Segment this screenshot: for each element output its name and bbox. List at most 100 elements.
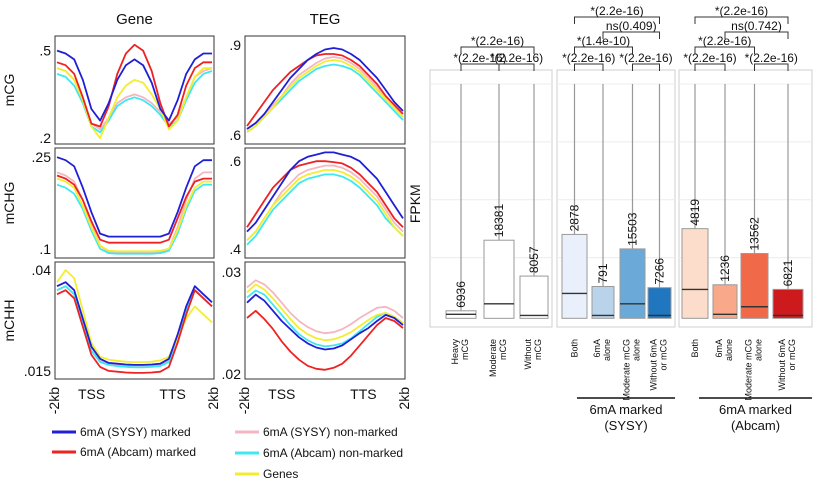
legend-label-genes: Genes <box>263 467 298 481</box>
box-count-label: 6821 <box>781 259 795 286</box>
box-category-label: WithoutmCG <box>523 339 543 370</box>
series-line-genes <box>246 59 404 133</box>
box-count-label: 15503 <box>626 212 640 246</box>
x-tick-label-tts: TTS <box>159 386 185 402</box>
series-line-abcam_non <box>56 70 213 134</box>
significance-label: *(2.2e-16) <box>590 4 643 18</box>
series-line-genes <box>56 67 212 140</box>
box-body <box>619 248 646 319</box>
box-body <box>561 233 588 319</box>
box-body <box>712 284 738 319</box>
box-category-label: Moderate mCGalone <box>622 339 642 401</box>
series-line-abcam_marked <box>246 309 404 371</box>
group-title-line: (Abcam) <box>731 418 780 433</box>
significance-bracket <box>694 63 726 71</box>
label-line: Moderate mCG <box>622 339 632 401</box>
significance-label: *(2.2e-16) <box>471 34 524 48</box>
x-tick-label-tss: TSS <box>78 386 105 402</box>
box-group-g1: 6936HeavymCG18381ModeratemCG8057Withoutm… <box>429 34 553 377</box>
significance-label: ns(0.742) <box>731 19 782 33</box>
label-line: 6mA <box>592 339 602 358</box>
series-line-sysy_marked <box>246 293 404 351</box>
series-line-abcam_marked <box>56 43 212 128</box>
label-line: Without 6mA <box>649 339 659 391</box>
box-count-label: 6936 <box>454 281 468 308</box>
label-line: Moderate mCG <box>744 339 754 401</box>
significance-bracket <box>498 63 535 71</box>
label-line: alone <box>724 339 734 361</box>
x-tick-label-start: -2kb <box>236 387 252 414</box>
y-tick-label: .5 <box>39 43 51 59</box>
series-line-abcam_non <box>246 173 404 246</box>
significance-bracket <box>574 16 660 24</box>
y-tick-label: .015 <box>24 363 51 379</box>
y-tick-label: .4 <box>229 241 241 257</box>
box-body <box>681 228 709 319</box>
box-body <box>740 253 769 319</box>
y-tick-label: .1 <box>39 241 51 257</box>
group-title-line: (SYSY) <box>604 418 647 433</box>
legend-label-abcam_non: 6mA (Abcam) non-marked <box>263 446 403 460</box>
x-tick-label-start: -2kb <box>46 387 62 414</box>
box-count-label: 791 <box>596 263 610 283</box>
series-line-sysy_marked <box>56 49 212 122</box>
box-body <box>519 275 549 319</box>
y-tick-label: .9 <box>229 37 241 53</box>
significance-label: *(2.2e-16) <box>562 51 615 65</box>
box-category-label: Both <box>570 339 580 358</box>
column-title-gene: Gene <box>116 11 153 28</box>
panel-mcg-teg: .9 .6 <box>229 35 406 145</box>
significance-bracket <box>574 63 604 71</box>
row-label-mcg: mCG <box>1 74 17 107</box>
series-line-genes <box>246 283 404 342</box>
significance-label: *(2.2e-16) <box>619 51 672 65</box>
box-body <box>591 286 615 319</box>
y-tick-label: .25 <box>32 149 52 165</box>
significance-bracket <box>460 46 535 54</box>
series-line-genes <box>56 269 213 363</box>
label-line: alone <box>602 339 612 361</box>
box-category-label: Without 6mAor mCG <box>777 339 797 391</box>
series-line-sysy_non <box>246 279 404 335</box>
label-line: 6mA <box>714 339 724 358</box>
box-count-label: 8057 <box>527 246 541 273</box>
series-line-abcam_marked <box>246 53 404 127</box>
series-line-abcam_marked <box>246 160 404 228</box>
significance-label: *(1.4e-10) <box>577 34 630 48</box>
panel-mchh-teg: .03 .02 <box>222 261 406 382</box>
panel-mchg-gene: .25 .1 <box>32 147 215 259</box>
x-tick-label-end: 2kb <box>205 387 221 410</box>
box-body <box>647 287 672 319</box>
significance-bracket <box>632 63 660 71</box>
box-count-label: 1236 <box>718 255 732 282</box>
series-line-abcam_non <box>56 183 212 255</box>
row-label-mchg: mCHG <box>1 182 17 225</box>
y-tick-label: .03 <box>222 264 242 280</box>
legend-label-sysy_non: 6mA (SYSY) non-marked <box>263 425 398 439</box>
box-category-label: Both <box>690 339 700 358</box>
y-tick-label: .02 <box>222 366 242 382</box>
label-line: mCG <box>460 339 470 360</box>
series-line-sysy_non <box>246 56 404 130</box>
significance-bracket <box>724 31 789 39</box>
panel-mcg-gene: .5 .2 <box>39 35 215 146</box>
box-category-label: Moderate mCGalone <box>744 339 764 401</box>
column-title-teg: TEG <box>310 11 341 28</box>
series-line-sysy_marked <box>56 281 213 366</box>
box-category-label: HeavymCG <box>450 339 470 365</box>
significance-bracket <box>602 31 660 39</box>
significance-bracket <box>694 16 789 24</box>
row-label-mchh: mCHH <box>1 300 17 342</box>
label-line: mCG <box>533 339 543 360</box>
label-line: or mCG <box>787 339 797 371</box>
box-count-label: 2878 <box>568 204 582 231</box>
series-line-genes <box>56 177 212 253</box>
box-body <box>772 288 804 319</box>
significance-bracket <box>754 63 789 71</box>
x-tick-label-end: 2kb <box>396 387 412 410</box>
legend: 6mA (SYSY) marked 6mA (Abcam) marked 6mA (… <box>52 425 403 481</box>
series-line-sysy_marked <box>246 151 404 233</box>
panel-frame <box>54 35 215 145</box>
